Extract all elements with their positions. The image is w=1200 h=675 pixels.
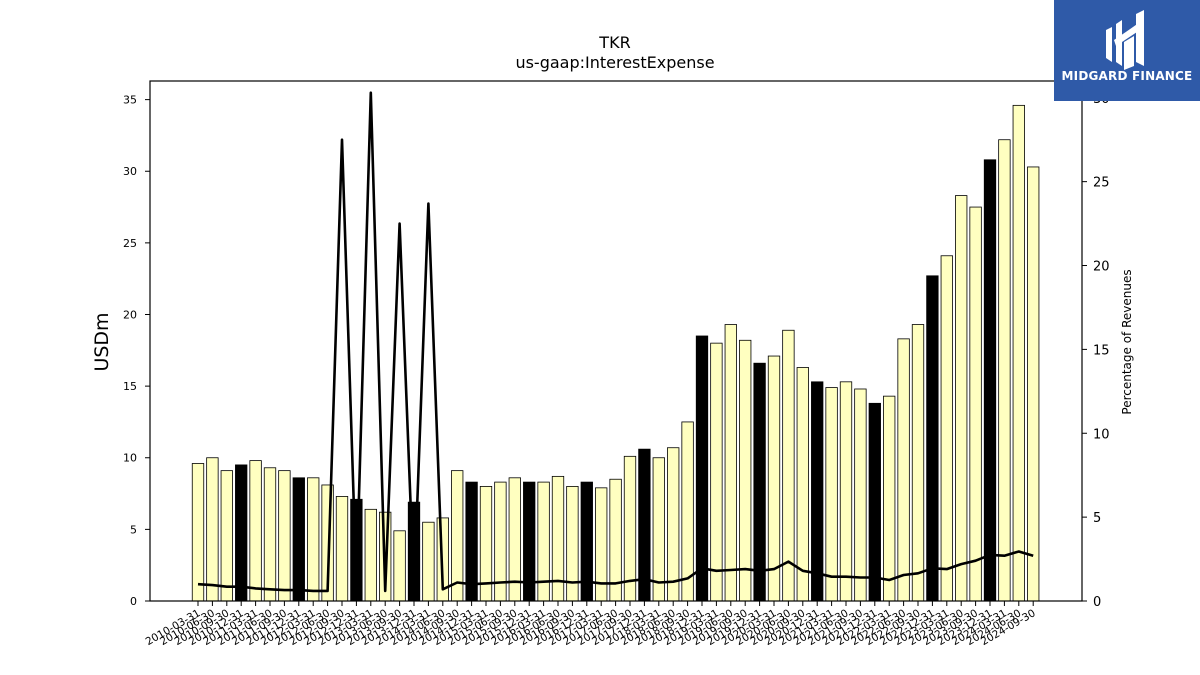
bar-2020-09-30 — [796, 367, 809, 602]
y-tick-label: 15 — [123, 380, 137, 393]
y-tick-label: 0 — [130, 595, 137, 608]
bar-2019-06-30 — [724, 324, 737, 602]
bar-2020-12-31 — [811, 381, 824, 602]
bar-2022-12-31 — [926, 275, 939, 602]
bar-2013-03-31 — [364, 508, 377, 602]
bar-2023-12-31 — [983, 159, 997, 602]
bar-2021-09-30 — [854, 388, 867, 602]
y-tick-label: 30 — [123, 165, 137, 178]
bar-2010-06-30 — [206, 457, 219, 602]
y2-tick-label: 15 — [1093, 343, 1110, 358]
bar-2024-06-30 — [1012, 104, 1025, 602]
bar-2019-09-30 — [739, 339, 752, 602]
y-tick-label: 10 — [123, 452, 137, 465]
y-tick-label: 20 — [123, 308, 137, 321]
bar-2010-09-30 — [220, 470, 233, 602]
bar-2018-12-31 — [695, 335, 709, 602]
y2-tick-label: 20 — [1093, 260, 1110, 275]
bar-2012-03-31 — [307, 477, 320, 602]
bar-2023-03-31 — [940, 255, 953, 602]
bar-2020-03-31 — [767, 355, 781, 602]
bar-2011-09-30 — [278, 470, 291, 602]
bar-2021-03-31 — [825, 387, 838, 602]
bar-2024-03-31 — [998, 139, 1011, 602]
bar-2011-12-31 — [292, 477, 305, 602]
bar-2023-06-30 — [955, 195, 968, 602]
bar-2018-06-30 — [667, 447, 680, 602]
bar-2022-06-30 — [897, 338, 910, 602]
bar-2022-09-30 — [911, 324, 925, 602]
y2-tick-label: 10 — [1093, 427, 1110, 442]
y-axis-label: USDm — [91, 312, 113, 371]
y-tick-label: 35 — [123, 94, 137, 107]
bar-2021-12-31 — [868, 402, 881, 602]
y2-tick-label: 25 — [1093, 176, 1110, 191]
bar-2019-12-31 — [753, 362, 766, 602]
bar-2021-06-30 — [839, 381, 853, 602]
bar-2023-09-30 — [969, 206, 982, 602]
y2-axis-label: Percentage of Revenues — [1120, 269, 1134, 414]
y2-tick-label: 0 — [1093, 595, 1101, 610]
bar-2010-12-31 — [235, 464, 248, 602]
logo-text: MIDGARD FINANCE — [1061, 69, 1193, 83]
chart-subtitle: us-gaap:InterestExpense — [515, 53, 714, 72]
bar-2024-09-30 — [1027, 166, 1040, 602]
bar-2010-03-31 — [191, 463, 205, 602]
percentage-of-revenues-line — [197, 91, 1034, 593]
midgard-logo-mark-icon — [1106, 10, 1144, 70]
bar-2022-03-31 — [883, 395, 896, 602]
y-tick-label: 5 — [130, 523, 137, 536]
bar-2013-09-30 — [393, 530, 406, 602]
bar-2012-09-30 — [335, 496, 349, 602]
y-tick-label: 25 — [123, 237, 137, 250]
bar-2019-03-31 — [710, 342, 723, 602]
chart-title: TKR — [598, 33, 630, 52]
bar-2011-03-31 — [249, 460, 262, 602]
y2-tick-label: 5 — [1093, 511, 1101, 526]
midgard-finance-logo: MIDGARD FINANCE — [1054, 0, 1200, 101]
bar-2014-03-31 — [422, 521, 435, 602]
bar-2016-09-30 — [566, 485, 579, 602]
bar-2018-03-31 — [652, 457, 665, 602]
bar-2011-06-30 — [263, 467, 277, 602]
